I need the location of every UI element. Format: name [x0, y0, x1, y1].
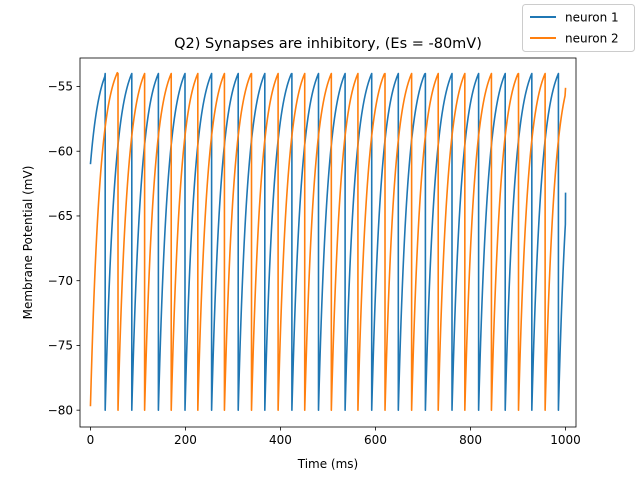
plot-frame	[79, 57, 577, 428]
x-tick-label: 600	[364, 433, 387, 447]
legend-label-neuron-1: neuron 1	[565, 11, 619, 25]
chart-title: Q2) Synapses are inhibitory, (Es = -80mV…	[174, 36, 482, 52]
series-layer	[89, 71, 567, 411]
series-line-neuron-2	[89, 71, 567, 411]
x-tick-label: 800	[459, 433, 482, 447]
x-tick-label: 0	[87, 433, 95, 447]
y-axis-label: Membrane Potential (mV)	[21, 166, 35, 320]
x-axis-ticks: 0 200 400 600 800 1000	[87, 427, 581, 447]
legend-label-neuron-2: neuron 2	[565, 32, 619, 46]
y-tick-label: −75	[48, 339, 73, 353]
y-tick-label: −65	[48, 209, 73, 223]
y-axis-ticks: −80 −75 −70 −65 −60 −55	[48, 80, 80, 417]
y-tick-label: −60	[48, 144, 73, 158]
y-tick-label: −70	[48, 274, 73, 288]
x-axis-label: Time (ms)	[297, 457, 359, 471]
x-tick-label: 400	[269, 433, 292, 447]
x-tick-label: 1000	[550, 433, 581, 447]
y-tick-label: −55	[48, 80, 73, 94]
y-tick-label: −80	[48, 403, 73, 417]
legend[interactable]: neuron 1 neuron 2	[522, 4, 635, 52]
x-tick-label: 200	[174, 433, 197, 447]
